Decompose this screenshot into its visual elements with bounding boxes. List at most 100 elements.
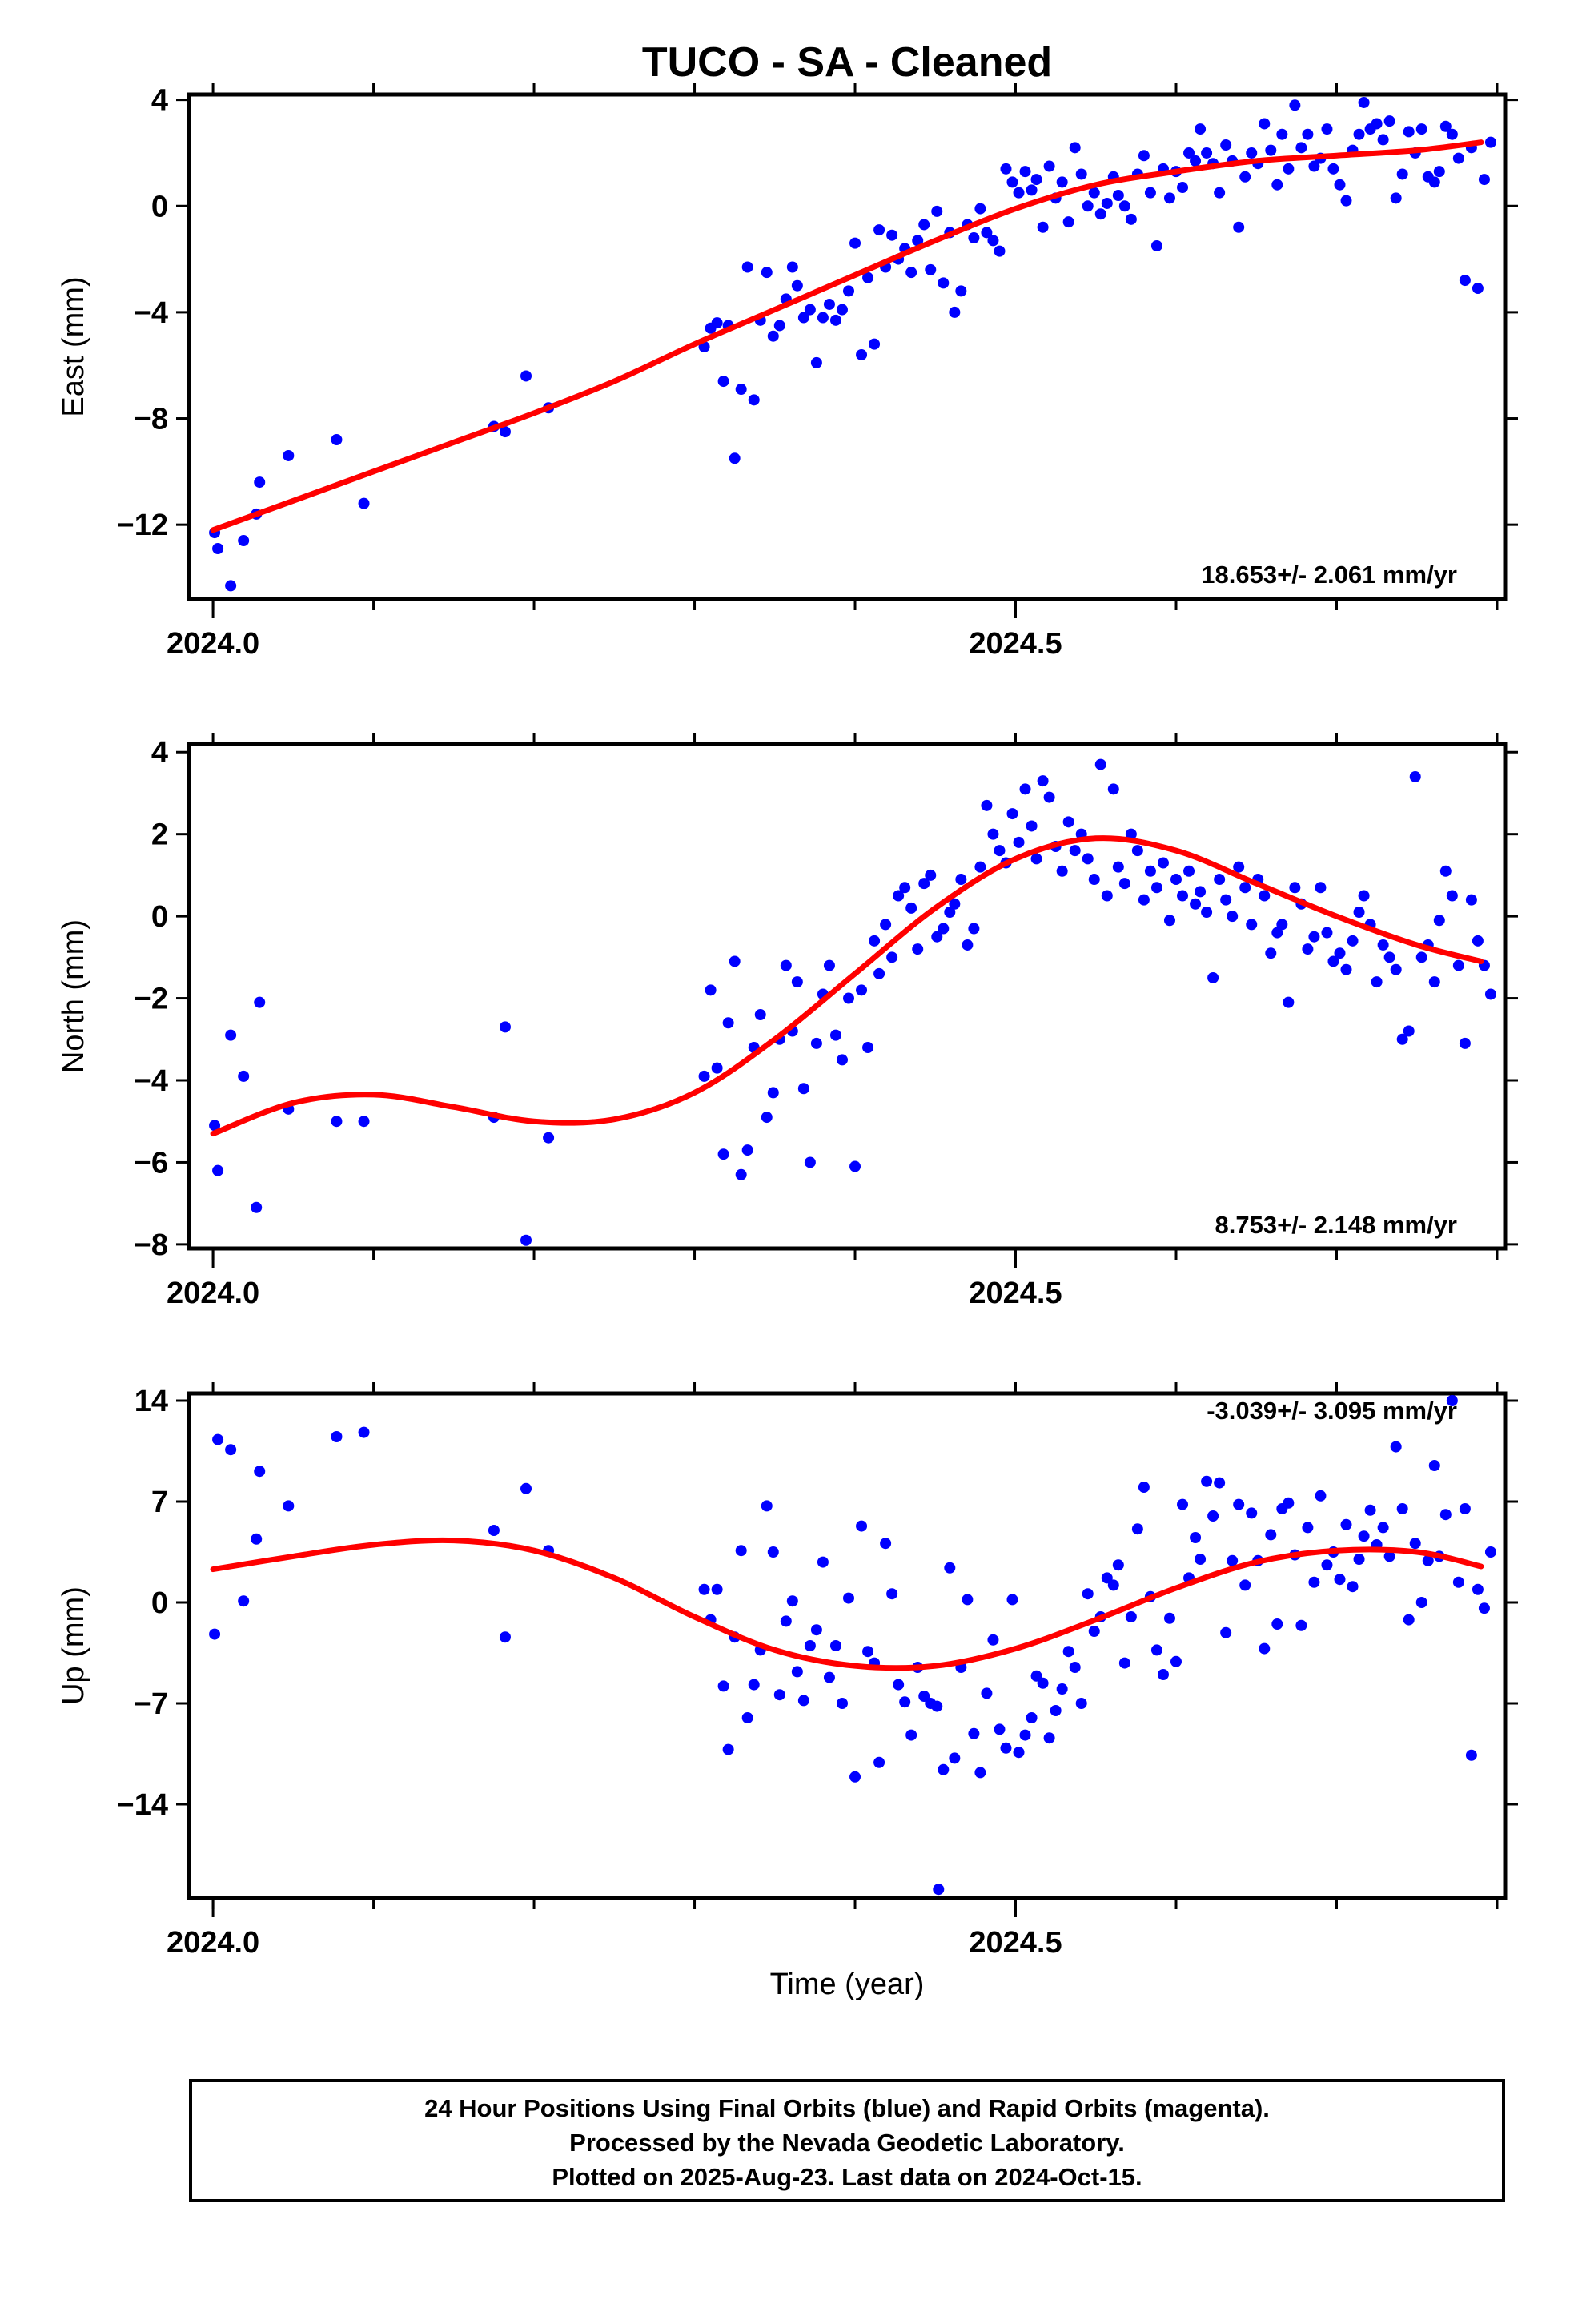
data-point [1214, 874, 1226, 886]
data-point [331, 1431, 343, 1442]
data-point [1190, 155, 1202, 167]
data-point [1465, 894, 1477, 906]
data-point [1118, 200, 1130, 212]
data-point [1131, 1523, 1143, 1535]
data-point [1383, 115, 1395, 127]
data-point [1183, 865, 1195, 877]
data-point [933, 1884, 945, 1896]
rate-label: -3.039+/- 3.095 mm/yr [1207, 1397, 1457, 1425]
data-point [817, 312, 829, 324]
data-point [1214, 1477, 1226, 1489]
data-point [1428, 976, 1440, 988]
data-point [962, 939, 974, 951]
data-point [1246, 147, 1258, 159]
data-point [773, 320, 785, 332]
data-point [735, 1545, 747, 1557]
data-point [1195, 1554, 1207, 1565]
data-point [880, 1538, 892, 1550]
data-point [1295, 1619, 1307, 1631]
data-point [1190, 1532, 1202, 1543]
data-point [773, 1689, 785, 1701]
data-point [1358, 890, 1370, 902]
data-point [1459, 275, 1471, 287]
data-point [520, 370, 532, 382]
data-point [1353, 128, 1365, 140]
data-point [1013, 836, 1025, 848]
data-point [1265, 947, 1277, 959]
data-point [1082, 200, 1094, 212]
data-point [212, 1433, 224, 1445]
data-point [893, 1679, 905, 1691]
data-point [810, 1624, 822, 1636]
data-point [1396, 1033, 1408, 1045]
fit-line [210, 835, 1484, 1137]
data-point [886, 1588, 898, 1600]
data-point [1446, 890, 1458, 902]
data-point [1150, 240, 1162, 251]
data-point [1452, 1576, 1464, 1588]
data-point [1446, 128, 1458, 140]
y-tick-label: −8 [134, 1228, 168, 1262]
data-point [931, 931, 943, 943]
data-point [225, 1444, 237, 1456]
data-point [1220, 139, 1232, 151]
data-point [767, 1087, 779, 1099]
data-point [1428, 1460, 1440, 1471]
data-point [1353, 1554, 1365, 1565]
data-point [1030, 1670, 1042, 1682]
data-point [918, 219, 930, 231]
data-point [804, 1640, 816, 1651]
data-point [748, 1679, 760, 1691]
data-point [254, 476, 266, 489]
data-point [994, 845, 1006, 857]
rate-label: 18.653+/- 2.061 mm/yr [1201, 561, 1457, 589]
data-point [823, 1671, 835, 1683]
data-point [987, 828, 999, 840]
data-point [1390, 963, 1402, 975]
data-point [1347, 1581, 1359, 1593]
y-tick-label: −7 [134, 1687, 168, 1721]
data-point [804, 304, 816, 316]
data-point [1019, 166, 1031, 178]
data-point [1101, 1572, 1113, 1584]
data-point [1131, 845, 1143, 857]
data-point [358, 1426, 370, 1438]
data-point [1334, 179, 1346, 191]
data-point [1062, 816, 1074, 828]
data-point [981, 799, 993, 811]
data-point [1043, 791, 1055, 803]
y-tick-label: 4 [151, 736, 168, 770]
data-point [741, 261, 753, 273]
y-tick-label: −12 [117, 509, 168, 542]
data-point [1069, 845, 1081, 857]
data-point [1358, 1530, 1370, 1542]
data-point [1340, 1518, 1352, 1530]
data-point [761, 267, 773, 279]
footer-box: 24 Hour Positions Using Final Orbits (bl… [189, 2079, 1505, 2202]
data-point [938, 1763, 950, 1775]
data-point [1006, 1594, 1018, 1606]
footer-line-2: Processed by the Nevada Geodetic Laborat… [569, 2129, 1125, 2157]
data-point [944, 907, 956, 918]
data-point [1177, 182, 1189, 194]
data-point [974, 203, 986, 215]
data-point [1006, 176, 1018, 188]
data-point [873, 1756, 885, 1768]
data-point [499, 426, 511, 438]
data-point [212, 1164, 224, 1176]
data-point [1484, 136, 1496, 148]
data-point [1094, 758, 1106, 770]
y-tick-label: −14 [117, 1788, 168, 1822]
data-point [1371, 118, 1383, 130]
data-point [761, 1500, 773, 1512]
data-point [209, 1628, 221, 1640]
data-point [1088, 187, 1100, 199]
data-point [1484, 988, 1496, 1000]
data-point [856, 1520, 868, 1532]
data-point [1433, 166, 1445, 178]
data-point [1465, 1749, 1477, 1761]
data-point [1075, 1698, 1087, 1709]
data-point [1308, 160, 1320, 172]
data-point [1201, 147, 1213, 159]
